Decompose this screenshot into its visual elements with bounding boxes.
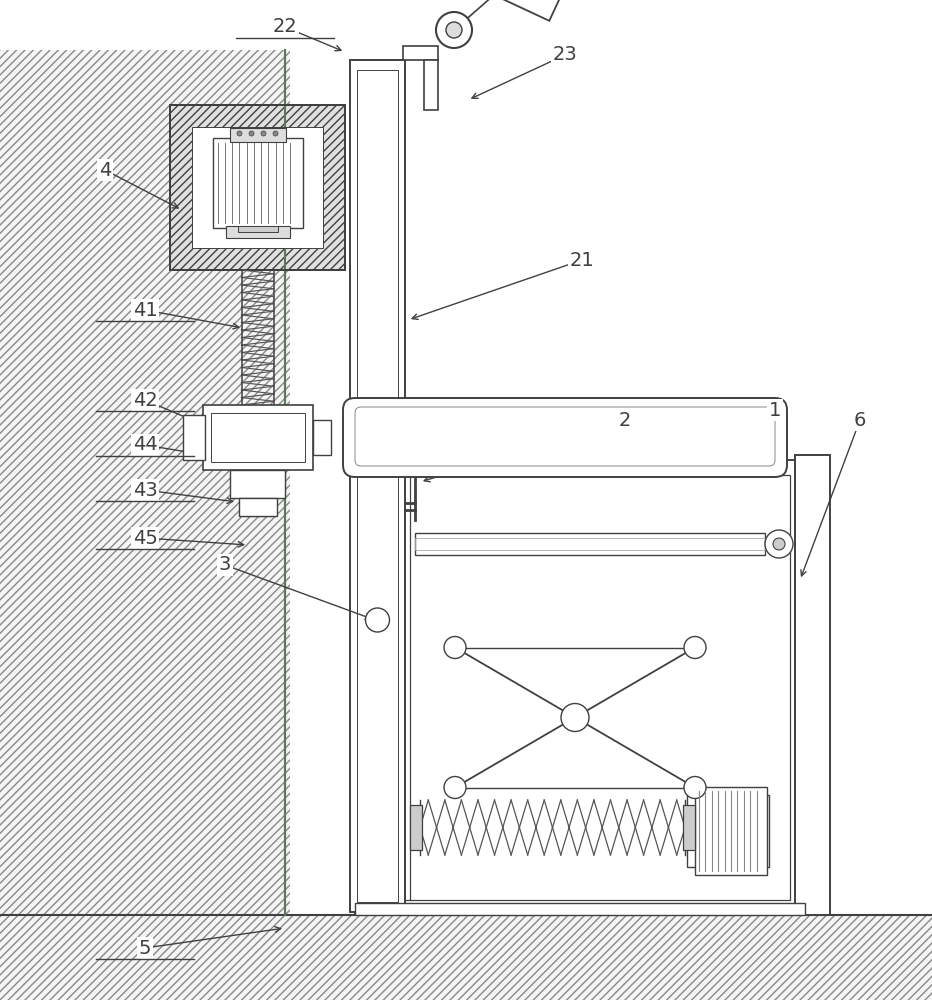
Bar [683, 805, 695, 850]
Polygon shape [468, 0, 560, 21]
Text: 1: 1 [769, 400, 781, 420]
Bar [415, 533, 765, 555]
Bar [170, 105, 345, 270]
Text: 21: 21 [569, 250, 595, 269]
Text: 23: 23 [553, 45, 578, 64]
Circle shape [237, 131, 242, 136]
Text: 22: 22 [273, 17, 297, 36]
Circle shape [765, 530, 793, 558]
Bar [695, 787, 767, 875]
Bar [229, 127, 285, 141]
Circle shape [684, 637, 706, 658]
Circle shape [561, 704, 589, 732]
Bar [0, 915, 932, 1000]
Bar [170, 105, 345, 270]
Bar [211, 413, 305, 462]
Bar [424, 60, 438, 110]
Circle shape [684, 776, 706, 798]
Circle shape [444, 637, 466, 658]
Text: 6: 6 [854, 410, 866, 430]
Bar [370, 475, 790, 900]
Circle shape [273, 131, 278, 136]
Bar [312, 420, 331, 455]
Bar [355, 903, 805, 915]
Text: 41: 41 [132, 300, 158, 320]
Text: 3: 3 [219, 556, 231, 574]
Circle shape [773, 538, 785, 550]
Bar [230, 470, 285, 498]
Bar [0, 50, 290, 915]
Bar [795, 455, 830, 915]
Text: 43: 43 [132, 481, 158, 499]
FancyBboxPatch shape [343, 398, 787, 477]
Bar [403, 46, 438, 60]
Text: 44: 44 [132, 436, 158, 454]
Text: 42: 42 [132, 390, 158, 410]
Circle shape [446, 22, 462, 38]
Circle shape [365, 608, 390, 632]
Circle shape [444, 776, 466, 798]
Text: 2: 2 [619, 410, 631, 430]
Bar [226, 226, 290, 237]
Bar [183, 415, 204, 460]
Bar [350, 60, 405, 912]
Bar [239, 498, 277, 516]
Text: 45: 45 [132, 528, 158, 548]
Bar [202, 405, 312, 470]
Bar [192, 127, 323, 248]
Circle shape [261, 131, 266, 136]
Bar [687, 795, 769, 867]
Circle shape [249, 131, 254, 136]
Circle shape [436, 12, 472, 48]
Bar [212, 137, 303, 228]
Bar [410, 805, 422, 850]
Text: 5: 5 [139, 938, 151, 958]
Bar [238, 226, 278, 232]
Text: 4: 4 [99, 160, 111, 180]
Bar [355, 460, 805, 915]
Bar [242, 510, 272, 516]
Bar [357, 70, 398, 902]
Bar [415, 538, 765, 550]
